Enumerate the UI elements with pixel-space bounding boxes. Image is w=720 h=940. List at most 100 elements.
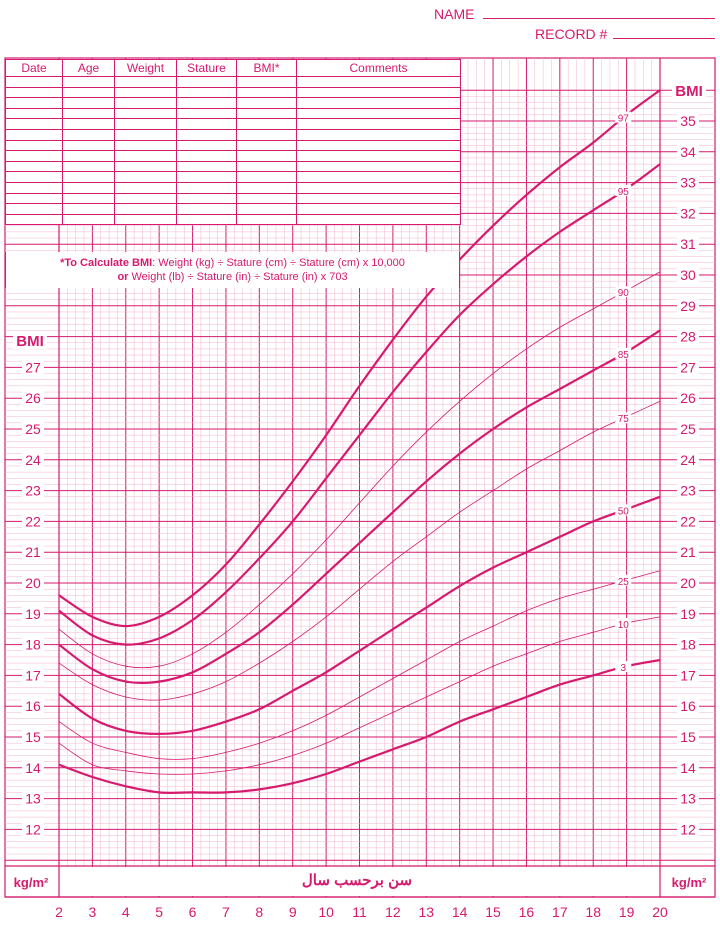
record-cell[interactable] xyxy=(296,203,461,215)
record-cell[interactable] xyxy=(114,150,177,162)
record-cell[interactable] xyxy=(5,139,63,152)
record-cell[interactable] xyxy=(236,150,297,162)
record-cell[interactable] xyxy=(62,128,115,141)
percentile-curve-85 xyxy=(58,329,661,685)
record-cell[interactable] xyxy=(62,76,115,88)
record-cell[interactable] xyxy=(62,97,115,109)
record-cell[interactable] xyxy=(296,97,461,109)
record-cell[interactable] xyxy=(176,160,237,173)
record-cell[interactable] xyxy=(114,128,177,141)
record-cell[interactable] xyxy=(296,107,461,120)
record-cell[interactable] xyxy=(236,171,297,183)
record-cell[interactable] xyxy=(176,128,237,141)
record-cell[interactable] xyxy=(62,118,115,130)
record-cell[interactable] xyxy=(114,171,177,183)
record-cell[interactable] xyxy=(114,203,177,215)
record-cell[interactable] xyxy=(176,76,237,88)
record-cell[interactable] xyxy=(62,86,115,99)
record-cell[interactable] xyxy=(62,213,115,226)
record-cell[interactable] xyxy=(114,97,177,109)
record-cell[interactable] xyxy=(236,192,297,205)
y-tick-left-24: 24 xyxy=(25,452,41,468)
record-cell[interactable] xyxy=(176,213,237,226)
record-cell[interactable] xyxy=(296,139,461,152)
record-cell[interactable] xyxy=(176,171,237,183)
x-tick-19: 19 xyxy=(619,904,635,920)
record-cell[interactable] xyxy=(5,118,63,130)
record-cell[interactable] xyxy=(236,160,297,173)
record-cell[interactable] xyxy=(236,76,297,88)
record-cell[interactable] xyxy=(62,181,115,194)
axes: 2 3 4 5 6 7 8 9 10 11 12 13 14 15 16 17 18 19 201213141516… xyxy=(5,58,715,920)
record-cell[interactable] xyxy=(296,160,461,173)
record-cell[interactable] xyxy=(176,150,237,162)
percentile-label-bg xyxy=(615,574,632,586)
record-cell[interactable] xyxy=(296,213,461,226)
record-cell[interactable] xyxy=(176,181,237,194)
record-cell[interactable] xyxy=(62,150,115,162)
record-cell[interactable] xyxy=(5,97,63,109)
y-tick-right-bg xyxy=(677,513,699,530)
record-cell[interactable] xyxy=(296,150,461,162)
record-cell[interactable] xyxy=(5,86,63,99)
record-cell[interactable] xyxy=(5,192,63,205)
record-cell[interactable] xyxy=(5,213,63,226)
y-tick-right-bg xyxy=(677,729,699,745)
record-cell[interactable] xyxy=(62,139,115,152)
record-cell[interactable] xyxy=(114,118,177,130)
record-cell[interactable] xyxy=(62,107,115,120)
record-cell[interactable] xyxy=(5,128,63,141)
record-cell[interactable] xyxy=(176,192,237,205)
record-cell[interactable] xyxy=(62,203,115,215)
record-cell[interactable] xyxy=(5,160,63,173)
name-field[interactable] xyxy=(483,18,715,19)
record-cell[interactable] xyxy=(236,107,297,120)
record-cell[interactable] xyxy=(236,139,297,152)
record-cell[interactable] xyxy=(176,97,237,109)
record-cell[interactable] xyxy=(176,203,237,215)
record-cell[interactable] xyxy=(5,203,63,215)
record-cell[interactable] xyxy=(236,203,297,215)
record-cell[interactable] xyxy=(62,160,115,173)
record-field[interactable] xyxy=(613,38,715,39)
y-tick-left-27: 27 xyxy=(25,359,41,375)
record-cell[interactable] xyxy=(236,128,297,141)
record-cell[interactable] xyxy=(296,86,461,99)
record-cell[interactable] xyxy=(5,76,63,88)
record-cell[interactable] xyxy=(114,107,177,120)
percentile-curve-50 xyxy=(58,495,661,736)
record-cell[interactable] xyxy=(5,107,63,120)
record-cell[interactable] xyxy=(236,118,297,130)
record-cell[interactable] xyxy=(114,139,177,152)
percentile-curve-10 xyxy=(58,616,661,775)
record-cell[interactable] xyxy=(296,192,461,205)
record-cell[interactable] xyxy=(114,76,177,88)
record-cell[interactable] xyxy=(296,76,461,88)
record-cell[interactable] xyxy=(5,181,63,194)
record-cell[interactable] xyxy=(236,213,297,226)
percentile-label-bg xyxy=(615,347,632,359)
record-cell[interactable] xyxy=(62,171,115,183)
record-cell[interactable] xyxy=(296,181,461,194)
record-cell[interactable] xyxy=(114,213,177,226)
record-cell[interactable] xyxy=(236,181,297,194)
record-cell[interactable] xyxy=(114,192,177,205)
record-cell[interactable] xyxy=(296,128,461,141)
record-cell[interactable] xyxy=(114,86,177,99)
record-cell[interactable] xyxy=(62,192,115,205)
record-cell[interactable] xyxy=(176,118,237,130)
record-cell[interactable] xyxy=(176,86,237,99)
record-cell[interactable] xyxy=(296,171,461,183)
y-tick-left-13: 13 xyxy=(25,791,41,807)
record-cell[interactable] xyxy=(176,139,237,152)
record-cell[interactable] xyxy=(236,97,297,109)
y-tick-right-35: 35 xyxy=(680,113,696,129)
record-cell[interactable] xyxy=(176,107,237,120)
record-cell[interactable] xyxy=(114,181,177,194)
record-cell[interactable] xyxy=(114,160,177,173)
record-cell[interactable] xyxy=(5,171,63,183)
record-cell[interactable] xyxy=(296,118,461,130)
record-cell[interactable] xyxy=(236,86,297,99)
record-cell[interactable] xyxy=(5,150,63,162)
